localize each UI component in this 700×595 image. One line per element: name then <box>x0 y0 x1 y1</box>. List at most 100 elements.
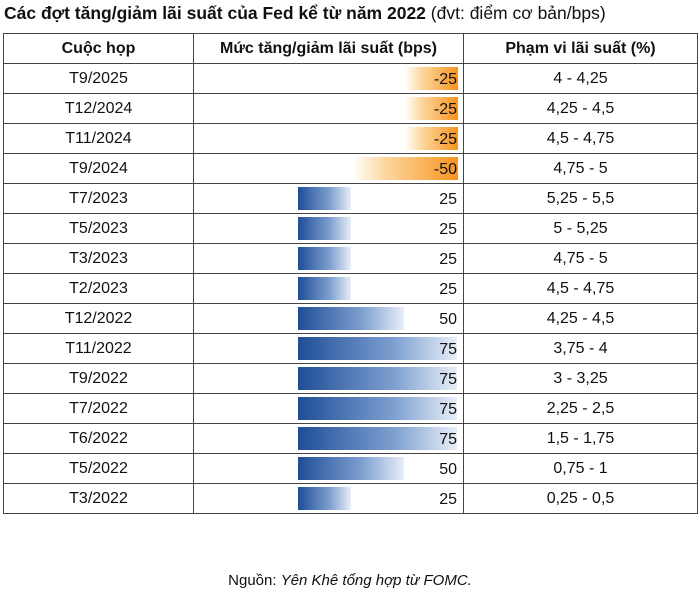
source-note: Nguồn: Yên Khê tổng hợp từ FOMC. <box>0 572 700 589</box>
cell-change: 75 <box>193 423 464 454</box>
cell-meeting: T9/2025 <box>3 63 194 94</box>
header-change: Mức tăng/giảm lãi suất (bps) <box>193 33 464 64</box>
change-value: 25 <box>439 191 457 208</box>
cell-change: 75 <box>193 333 464 364</box>
cell-meeting: T11/2022 <box>3 333 194 364</box>
cell-change: 25 <box>193 213 464 244</box>
header-meeting: Cuộc họp <box>3 33 194 64</box>
table-body: T9/2025 -25 4 - 4,25 T12/2024 -25 4,25 - 4,5 T… <box>3 63 698 514</box>
rate-hike-bar <box>298 487 351 510</box>
cell-meeting: T7/2022 <box>3 393 194 424</box>
cell-range: 4,5 - 4,75 <box>463 123 698 154</box>
cell-change: 25 <box>193 183 464 214</box>
change-value: 75 <box>439 341 457 358</box>
header-row: Cuộc họp Mức tăng/giảm lãi suất (bps) Ph… <box>3 33 698 64</box>
change-value: 25 <box>439 251 457 268</box>
cell-meeting: T3/2022 <box>3 483 194 514</box>
cell-meeting: T12/2024 <box>3 93 194 124</box>
rate-hike-bar <box>298 397 457 420</box>
cell-change: 50 <box>193 453 464 484</box>
title-unit: (đvt: điểm cơ bản/bps) <box>430 3 606 23</box>
cell-change: -50 <box>193 153 464 184</box>
rate-hike-bar <box>298 277 351 300</box>
table-row: T3/2023 25 4,75 - 5 <box>3 243 698 274</box>
table-row: T5/2023 25 5 - 5,25 <box>3 213 698 244</box>
cell-change: 75 <box>193 393 464 424</box>
table-row: T12/2022 50 4,25 - 4,5 <box>3 303 698 334</box>
cell-change: 25 <box>193 243 464 274</box>
cell-meeting: T11/2024 <box>3 123 194 154</box>
cell-range: 4,75 - 5 <box>463 153 698 184</box>
cell-range: 4,75 - 5 <box>463 243 698 274</box>
cell-range: 3,75 - 4 <box>463 333 698 364</box>
table-row: T11/2024 -25 4,5 - 4,75 <box>3 123 698 154</box>
cell-meeting: T12/2022 <box>3 303 194 334</box>
cell-range: 5 - 5,25 <box>463 213 698 244</box>
cell-change: -25 <box>193 93 464 124</box>
change-value: 50 <box>439 311 457 328</box>
source-text: Yên Khê tổng hợp từ FOMC. <box>280 572 472 589</box>
rate-hike-bar <box>298 427 457 450</box>
change-value: -25 <box>433 131 457 148</box>
change-value: 50 <box>439 461 457 478</box>
rate-cut-bar <box>405 97 458 120</box>
change-value: 25 <box>439 221 457 238</box>
rate-hike-bar <box>298 367 457 390</box>
change-value: 75 <box>439 371 457 388</box>
rate-cut-bar <box>352 157 458 180</box>
table-row: T9/2022 75 3 - 3,25 <box>3 363 698 394</box>
cell-range: 4,25 - 4,5 <box>463 303 698 334</box>
cell-meeting: T2/2023 <box>3 273 194 304</box>
change-value: -50 <box>433 161 457 178</box>
rate-hike-bar <box>298 457 404 480</box>
table-row: T5/2022 50 0,75 - 1 <box>3 453 698 484</box>
cell-range: 5,25 - 5,5 <box>463 183 698 214</box>
change-value: -25 <box>433 101 457 118</box>
rate-hike-bar <box>298 337 457 360</box>
rate-hike-bar <box>298 307 404 330</box>
table-row: T9/2024 -50 4,75 - 5 <box>3 153 698 184</box>
cell-range: 4,25 - 4,5 <box>463 93 698 124</box>
change-value: 75 <box>439 401 457 418</box>
cell-change: -25 <box>193 63 464 94</box>
source-prefix: Nguồn: <box>228 572 281 589</box>
cell-meeting: T6/2022 <box>3 423 194 454</box>
table-row: T6/2022 75 1,5 - 1,75 <box>3 423 698 454</box>
change-value: -25 <box>433 71 457 88</box>
cell-range: 4 - 4,25 <box>463 63 698 94</box>
chart-title: Các đợt tăng/giảm lãi suất của Fed kể từ… <box>4 3 698 24</box>
cell-range: 0,75 - 1 <box>463 453 698 484</box>
cell-change: 50 <box>193 303 464 334</box>
cell-change: -25 <box>193 123 464 154</box>
table-row: T7/2022 75 2,25 - 2,5 <box>3 393 698 424</box>
cell-meeting: T9/2024 <box>3 153 194 184</box>
cell-change: 75 <box>193 363 464 394</box>
cell-meeting: T5/2022 <box>3 453 194 484</box>
cell-change: 25 <box>193 483 464 514</box>
rate-cut-bar <box>405 127 458 150</box>
rate-hike-bar <box>298 187 351 210</box>
cell-meeting: T3/2023 <box>3 243 194 274</box>
rate-cut-bar <box>405 67 458 90</box>
rate-table: Cuộc họp Mức tăng/giảm lãi suất (bps) Ph… <box>3 33 698 514</box>
cell-range: 4,5 - 4,75 <box>463 273 698 304</box>
table-row: T9/2025 -25 4 - 4,25 <box>3 63 698 94</box>
change-value: 75 <box>439 431 457 448</box>
rate-hike-bar <box>298 247 351 270</box>
change-value: 25 <box>439 281 457 298</box>
cell-range: 2,25 - 2,5 <box>463 393 698 424</box>
table-row: T7/2023 25 5,25 - 5,5 <box>3 183 698 214</box>
cell-range: 1,5 - 1,75 <box>463 423 698 454</box>
table-row: T3/2022 25 0,25 - 0,5 <box>3 483 698 514</box>
cell-meeting: T5/2023 <box>3 213 194 244</box>
cell-range: 0,25 - 0,5 <box>463 483 698 514</box>
table-row: T2/2023 25 4,5 - 4,75 <box>3 273 698 304</box>
table-row: T12/2024 -25 4,25 - 4,5 <box>3 93 698 124</box>
cell-change: 25 <box>193 273 464 304</box>
header-range: Phạm vi lãi suất (%) <box>463 33 698 64</box>
title-main: Các đợt tăng/giảm lãi suất của Fed kể từ… <box>4 3 426 23</box>
cell-meeting: T7/2023 <box>3 183 194 214</box>
cell-meeting: T9/2022 <box>3 363 194 394</box>
change-value: 25 <box>439 491 457 508</box>
cell-range: 3 - 3,25 <box>463 363 698 394</box>
